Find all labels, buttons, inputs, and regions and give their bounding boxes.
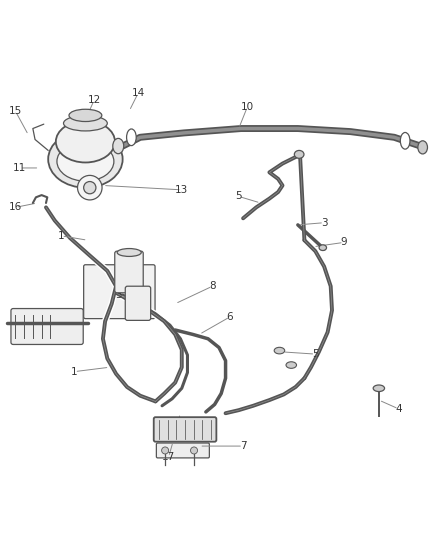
Ellipse shape	[69, 109, 102, 122]
Text: 10: 10	[241, 102, 254, 111]
Ellipse shape	[117, 248, 141, 256]
Ellipse shape	[127, 129, 136, 146]
Text: 17: 17	[162, 452, 175, 462]
Ellipse shape	[418, 141, 427, 154]
Text: 9: 9	[340, 237, 347, 247]
Text: 2: 2	[176, 426, 183, 436]
Ellipse shape	[373, 385, 385, 392]
Text: 4: 4	[395, 404, 402, 414]
FancyBboxPatch shape	[125, 286, 151, 320]
Circle shape	[78, 175, 102, 200]
Ellipse shape	[113, 139, 124, 154]
Text: 16: 16	[9, 203, 22, 212]
Text: 5: 5	[235, 191, 242, 201]
FancyBboxPatch shape	[115, 251, 143, 293]
Ellipse shape	[294, 150, 304, 158]
Circle shape	[191, 447, 198, 454]
Text: 13: 13	[175, 185, 188, 195]
Text: 3: 3	[115, 290, 122, 300]
Text: 11: 11	[13, 163, 26, 173]
FancyBboxPatch shape	[11, 309, 83, 344]
Text: 8: 8	[209, 281, 216, 291]
FancyBboxPatch shape	[154, 417, 216, 442]
Ellipse shape	[48, 131, 123, 188]
FancyBboxPatch shape	[156, 443, 209, 458]
Ellipse shape	[56, 121, 115, 163]
Text: 6: 6	[226, 312, 233, 322]
Text: 1: 1	[71, 367, 78, 377]
Text: 7: 7	[240, 441, 247, 451]
Ellipse shape	[319, 245, 326, 251]
FancyBboxPatch shape	[84, 265, 155, 319]
Ellipse shape	[64, 116, 107, 131]
Text: 3: 3	[321, 217, 328, 228]
Circle shape	[84, 182, 96, 194]
Text: 14: 14	[131, 88, 145, 99]
Circle shape	[162, 447, 169, 454]
Ellipse shape	[400, 133, 410, 149]
Text: 1: 1	[58, 231, 65, 241]
Text: 15: 15	[9, 106, 22, 116]
Ellipse shape	[274, 348, 285, 354]
Text: 12: 12	[88, 95, 101, 105]
Text: 5: 5	[312, 349, 319, 359]
Ellipse shape	[57, 142, 114, 181]
Ellipse shape	[286, 362, 297, 368]
